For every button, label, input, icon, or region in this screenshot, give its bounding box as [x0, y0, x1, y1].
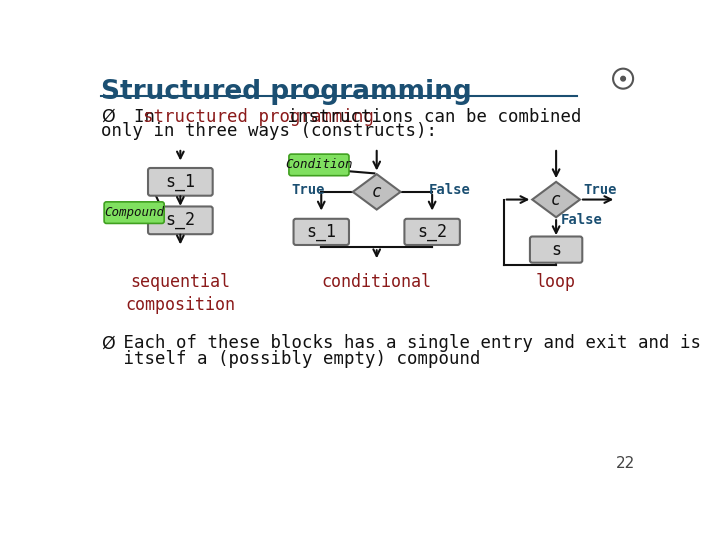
Text: True: True [292, 183, 325, 197]
Text: True: True [583, 183, 616, 197]
Text: s_2: s_2 [166, 211, 195, 230]
Circle shape [621, 76, 626, 81]
FancyBboxPatch shape [148, 168, 212, 195]
Text: s_1: s_1 [306, 223, 336, 241]
Text: structured programming: structured programming [143, 108, 374, 126]
Text: Each of these blocks has a single entry and exit and is: Each of these blocks has a single entry … [113, 334, 701, 352]
Text: instructions can be combined: instructions can be combined [277, 108, 582, 126]
Text: c: c [372, 183, 382, 201]
Text: s_1: s_1 [166, 173, 195, 191]
FancyBboxPatch shape [148, 206, 212, 234]
Text: Ø: Ø [101, 108, 114, 126]
FancyBboxPatch shape [289, 154, 349, 176]
Text: s_2: s_2 [417, 223, 447, 241]
Text: c: c [551, 191, 561, 208]
FancyBboxPatch shape [405, 219, 460, 245]
Text: False: False [561, 213, 603, 227]
Text: loop: loop [536, 273, 576, 291]
Text: conditional: conditional [322, 273, 432, 291]
Text: False: False [428, 183, 470, 197]
FancyBboxPatch shape [104, 202, 164, 224]
Text: s: s [551, 241, 561, 259]
Text: In: In [113, 108, 166, 126]
Text: Ø: Ø [101, 334, 114, 352]
Polygon shape [532, 182, 580, 217]
Text: itself a (possibly empty) compound: itself a (possibly empty) compound [113, 350, 481, 368]
Text: Structured programming: Structured programming [101, 79, 472, 105]
Text: Condition: Condition [285, 158, 353, 171]
FancyBboxPatch shape [294, 219, 349, 245]
Polygon shape [353, 174, 400, 210]
FancyBboxPatch shape [530, 237, 582, 262]
Text: Compound: Compound [104, 206, 164, 219]
Text: sequential
composition: sequential composition [125, 273, 235, 314]
Text: only in three ways (constructs):: only in three ways (constructs): [101, 122, 437, 140]
Text: 22: 22 [616, 456, 636, 471]
